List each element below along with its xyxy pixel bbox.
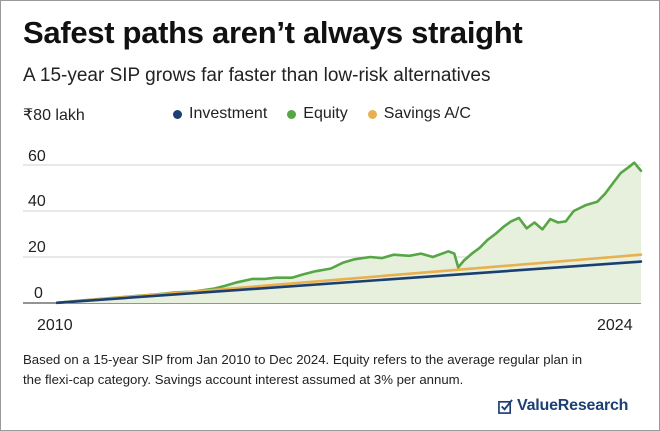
checkbox-logo-icon: [498, 398, 513, 414]
legend-item-investment: Investment: [173, 105, 267, 123]
y-tick-label: 20: [28, 239, 46, 256]
x-tick-label: 2024: [597, 317, 633, 334]
legend-item-equity: Equity: [287, 105, 348, 123]
legend-label-investment: Investment: [189, 105, 268, 122]
y-tick-label: 60: [28, 148, 46, 165]
legend-swatch-savings: [367, 109, 377, 119]
series-line-equity: [55, 161, 643, 305]
brand-name: ValueResearch: [517, 397, 629, 414]
legend: Investment Equity Savings A/C: [173, 105, 471, 123]
chart-subtitle: A 15-year SIP grows far faster than low-…: [23, 65, 491, 86]
chart-title: Safest paths aren’t always straight: [23, 15, 523, 50]
legend-swatch-investment: [173, 109, 182, 119]
footnote-line: the flexi-cap category. Savings account …: [23, 372, 464, 387]
legend-label-savings: Savings A/C: [383, 105, 471, 122]
line-chart: [23, 161, 643, 305]
legend-swatch-equity: [287, 109, 297, 119]
legend-label-equity: Equity: [303, 105, 348, 122]
x-tick-label: 2010: [37, 317, 73, 334]
legend-item-savings: Savings A/C: [367, 105, 471, 123]
y-tick-label: 0: [34, 285, 43, 302]
footnote-line: Based on a 15-year SIP from Jan 2010 to …: [23, 352, 583, 367]
y-axis-unit-label: ₹80 lakh: [23, 107, 85, 124]
brand-logo: ValueResearch: [498, 397, 628, 415]
footnote: Based on a 15-year SIP from Jan 2010 to …: [23, 350, 643, 390]
series-line-investment: [55, 260, 643, 305]
y-tick-label: 40: [28, 193, 46, 210]
